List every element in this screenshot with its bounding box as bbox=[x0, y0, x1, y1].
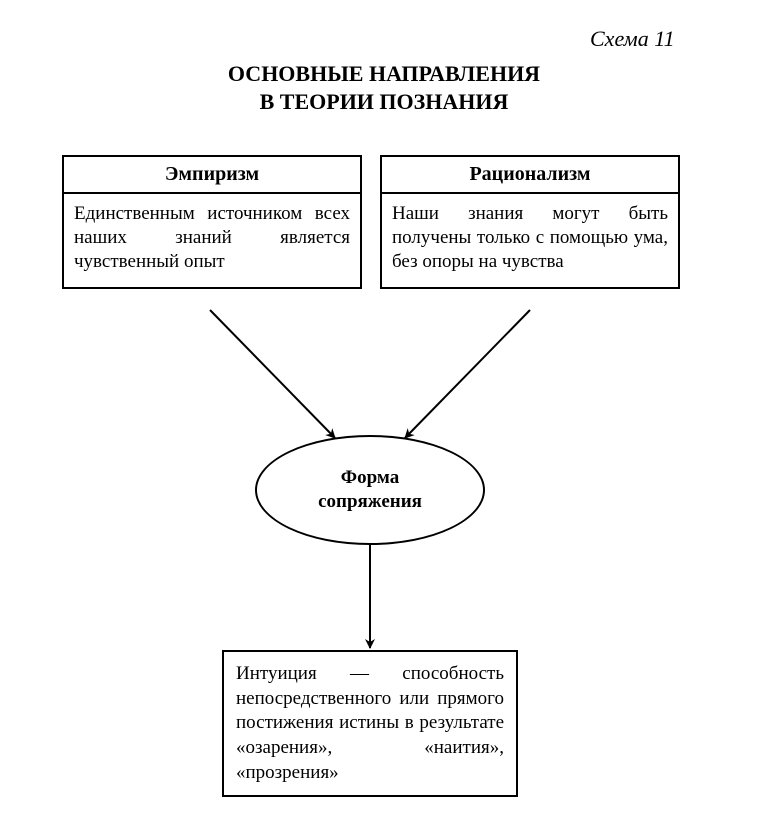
arrow-rationalism-to-form bbox=[405, 310, 530, 438]
ellipse-line-2: сопряжения bbox=[318, 491, 422, 512]
page-title: ОСНОВНЫЕ НАПРАВЛЕНИЯ В ТЕОРИИ ПОЗНАНИЯ bbox=[0, 60, 768, 115]
node-empiricism-header: Эмпиризм bbox=[64, 157, 360, 194]
node-empiricism: Эмпиризм Единственным источником всех на… bbox=[62, 155, 362, 289]
node-empiricism-body: Единственным источником всех наших знани… bbox=[64, 194, 360, 287]
node-rationalism-header: Рационализм bbox=[382, 157, 678, 194]
node-conjugation-form: Форма сопряжения bbox=[255, 435, 485, 545]
node-intuition: Интуиция — способность непосредственного… bbox=[222, 650, 518, 797]
schema-caption: Схема 11 bbox=[590, 26, 675, 52]
title-line-1: ОСНОВНЫЕ НАПРАВЛЕНИЯ bbox=[228, 61, 540, 86]
node-rationalism-body: Наши знания могут быть получены только с… bbox=[382, 194, 678, 287]
ellipse-line-1: Форма bbox=[341, 467, 399, 488]
node-intuition-text: Интуиция — способность непосредственного… bbox=[236, 663, 504, 783]
arrow-empiricism-to-form bbox=[210, 310, 335, 438]
title-line-2: В ТЕОРИИ ПОЗНАНИЯ bbox=[260, 89, 509, 114]
node-rationalism: Рационализм Наши знания могут быть получ… bbox=[380, 155, 680, 289]
